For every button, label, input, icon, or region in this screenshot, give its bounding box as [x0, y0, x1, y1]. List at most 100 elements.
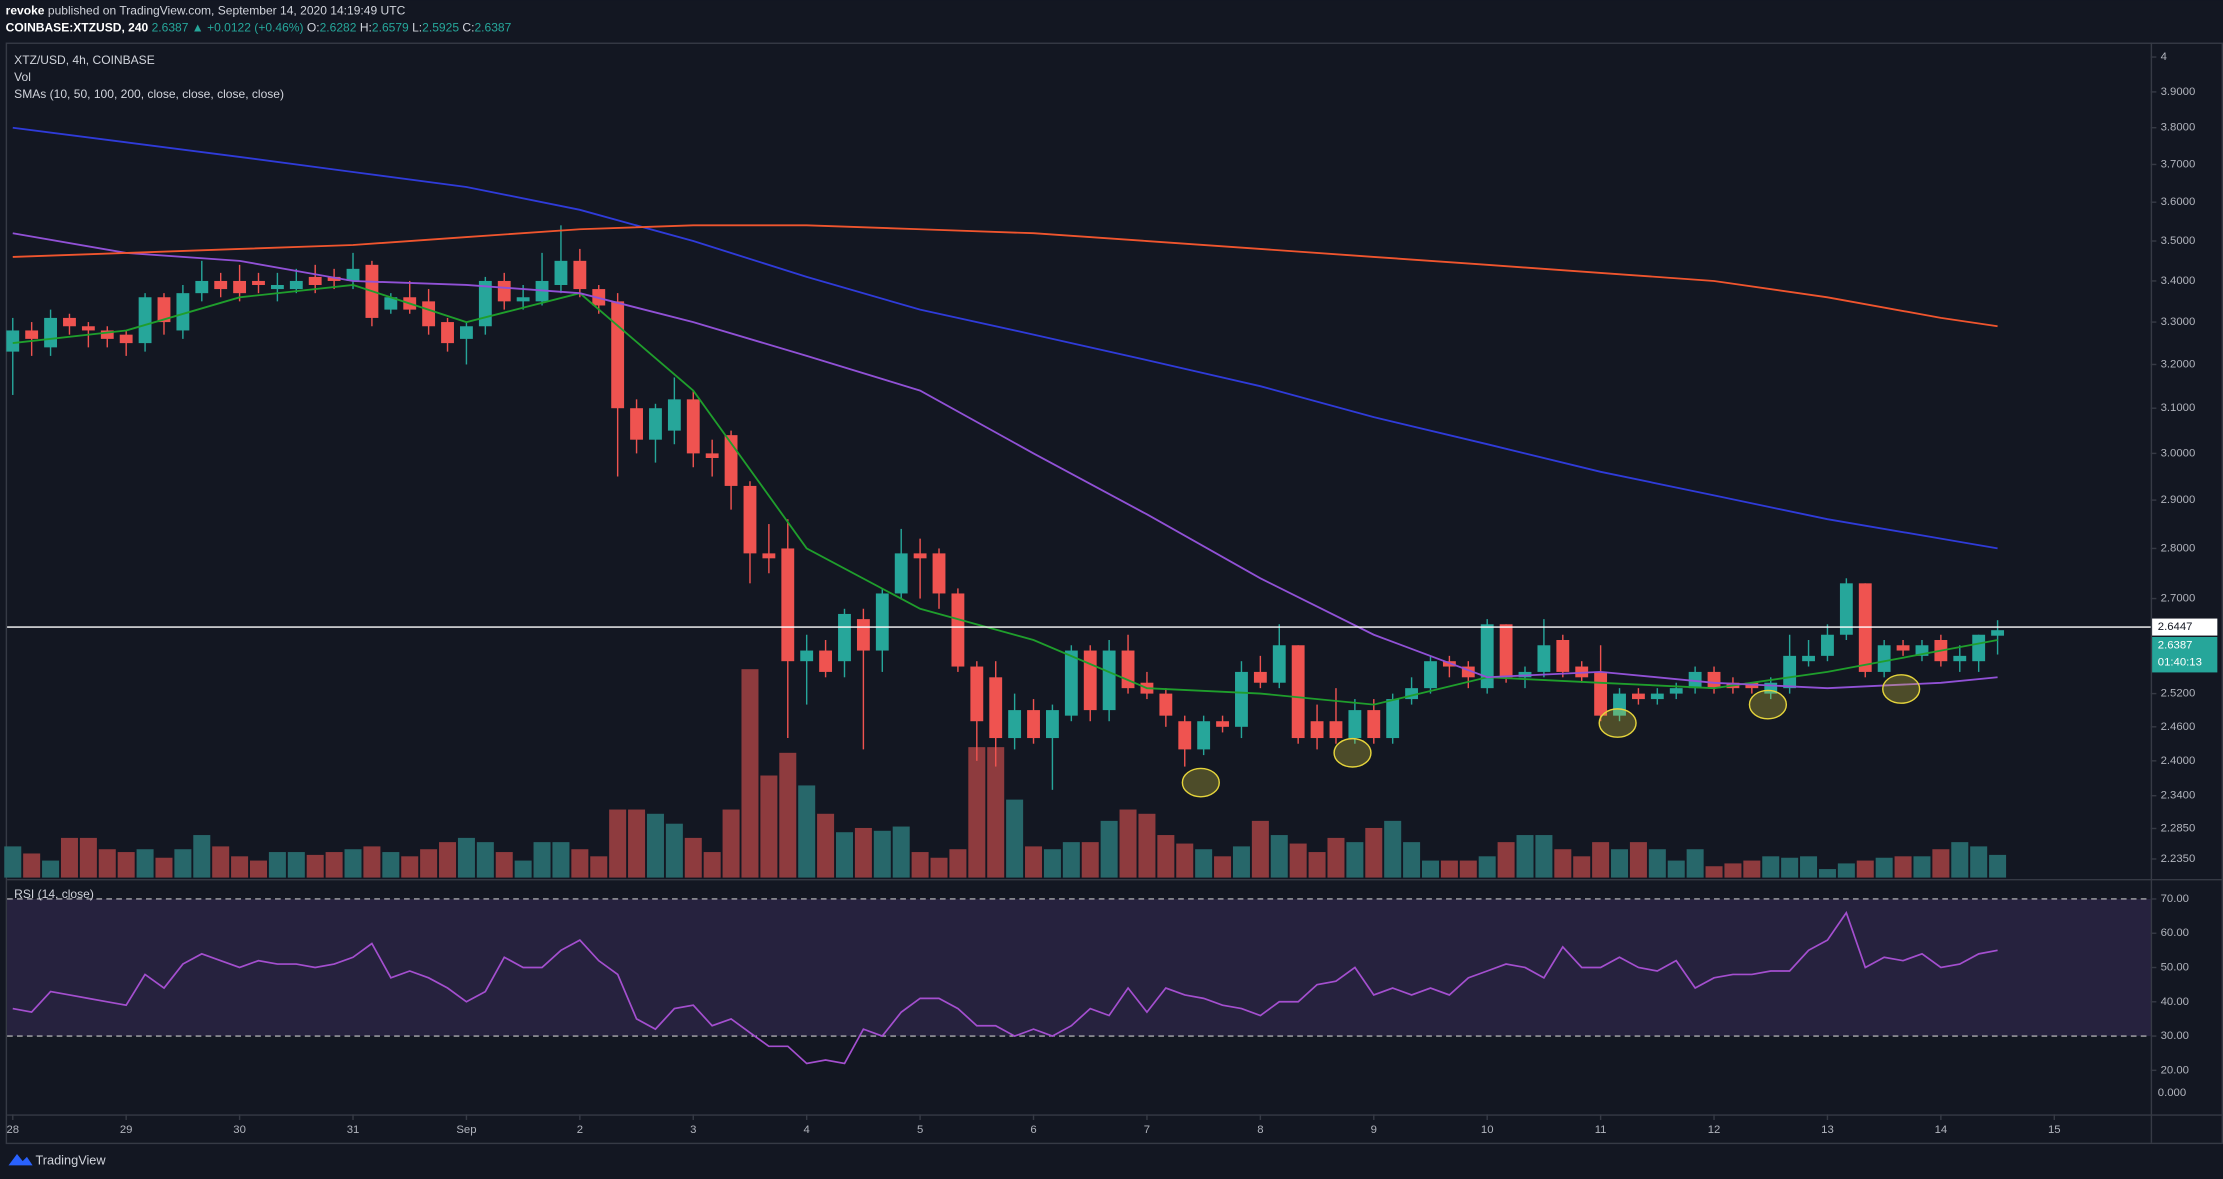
volume-bar [552, 842, 570, 878]
x-tick-label: 7 [1144, 1124, 1150, 1136]
y-tick-label: 3.8000 [2161, 122, 2196, 134]
volume-bar [344, 849, 362, 878]
candle-body [1386, 699, 1400, 739]
rsi-band [7, 898, 2151, 1037]
volume-bar [60, 837, 78, 878]
y-tick-label: 3.9000 [2161, 86, 2196, 98]
volume-bar [1762, 856, 1780, 878]
volume-bar [1176, 843, 1194, 878]
x-tick-label: 5 [917, 1124, 923, 1136]
volume-bar [495, 852, 513, 878]
volume-bar [1459, 860, 1477, 878]
candle-body [856, 619, 870, 651]
volume-bar [1667, 860, 1685, 878]
volume-bar [174, 849, 192, 878]
candle-body [1613, 693, 1626, 716]
candle-body [233, 280, 247, 294]
volume-bar [1800, 856, 1818, 878]
volume-bar [665, 823, 683, 878]
y-tick-label: 2.9000 [2161, 494, 2196, 506]
candle-body [1329, 721, 1343, 739]
volume-bar [1535, 835, 1553, 878]
volume-bar [1346, 842, 1364, 878]
candle-body [1159, 693, 1173, 716]
highlight-circle [1598, 708, 1637, 738]
volume-bar [1894, 856, 1912, 878]
x-tick-label: 28 [6, 1124, 19, 1136]
candle-body [1461, 666, 1475, 678]
volume-bar [533, 842, 551, 878]
volume-bar [231, 856, 249, 878]
candle-body [1556, 639, 1570, 672]
candle-body [497, 280, 511, 302]
candle-body [1197, 721, 1211, 750]
candle-body [138, 297, 152, 344]
volume-bar [212, 846, 230, 878]
candle-body [951, 593, 965, 667]
volume-bar [1365, 827, 1383, 878]
candle-body [686, 399, 700, 454]
candle-body [384, 297, 398, 310]
candle-body [1594, 671, 1608, 716]
candle-body [1839, 583, 1853, 635]
volume-bar [1554, 849, 1572, 878]
volume-bar [968, 747, 986, 878]
candle-body [289, 280, 303, 290]
y-tick-label: 3.3000 [2161, 316, 2196, 328]
volume-bar [703, 852, 721, 878]
volume-bar [476, 842, 494, 878]
x-tick-label: 15 [2048, 1124, 2061, 1136]
y-tick-label: 50.00 [2161, 962, 2189, 974]
x-tick-label: 29 [120, 1124, 133, 1136]
volume-bar [1251, 820, 1269, 878]
highlight-circle [1748, 689, 1788, 720]
highlight-circle [1882, 674, 1921, 704]
candle-body [81, 326, 95, 331]
candle-body [1953, 655, 1967, 662]
volume-bar [1025, 846, 1043, 878]
candle-body [176, 293, 190, 331]
candle-body [1272, 645, 1286, 683]
volume-bar [1062, 842, 1080, 878]
x-tick-label: 30 [233, 1124, 246, 1136]
y-tick-label: 2.7000 [2161, 593, 2196, 605]
sma-line [12, 284, 1998, 706]
y-tick-label: 20.00 [2161, 1064, 2189, 1076]
candle-body [1348, 710, 1362, 739]
candle-body [1669, 688, 1683, 694]
symbol: COINBASE:XTZUSD, 240 [6, 21, 149, 35]
y-tick-label: 30.00 [2161, 1030, 2189, 1042]
volume-bar [249, 860, 268, 878]
volume-bar [1440, 860, 1458, 878]
volume-bar [23, 853, 41, 878]
volume-bar [1611, 849, 1629, 878]
volume-bar [1421, 860, 1439, 878]
volume-bar [98, 849, 116, 878]
volume-bar [193, 835, 211, 878]
y-tick-label: 40.00 [2161, 996, 2189, 1008]
x-tick-label: 6 [1030, 1124, 1036, 1136]
candle-body [460, 326, 473, 339]
volume-bar [1308, 852, 1326, 878]
publish-line: revoke published on TradingView.com, Sep… [6, 4, 406, 18]
y-tick-label: 2.8000 [2161, 542, 2196, 554]
volume-bar [155, 857, 173, 878]
candle-body [1480, 624, 1494, 689]
sma-line [12, 232, 1998, 690]
volume-bar [1516, 835, 1534, 878]
y-tick-label: 3.0000 [2161, 447, 2196, 459]
candle-body [1253, 671, 1267, 683]
volume-bar [1875, 857, 1893, 878]
volume-bar [1781, 857, 1799, 878]
candle-body [1405, 688, 1419, 700]
y-tick-label: 3.4000 [2161, 275, 2196, 287]
x-tick-label: 12 [1708, 1124, 1721, 1136]
x-tick-label: Sep [456, 1124, 476, 1136]
x-tick-label: 10 [1481, 1124, 1494, 1136]
candle-body [1650, 693, 1664, 700]
candle-body [1991, 630, 2005, 636]
highlight-circle [1333, 737, 1372, 768]
candle-body [1631, 693, 1645, 700]
candle-body [611, 301, 625, 409]
candle-body [1235, 671, 1248, 727]
